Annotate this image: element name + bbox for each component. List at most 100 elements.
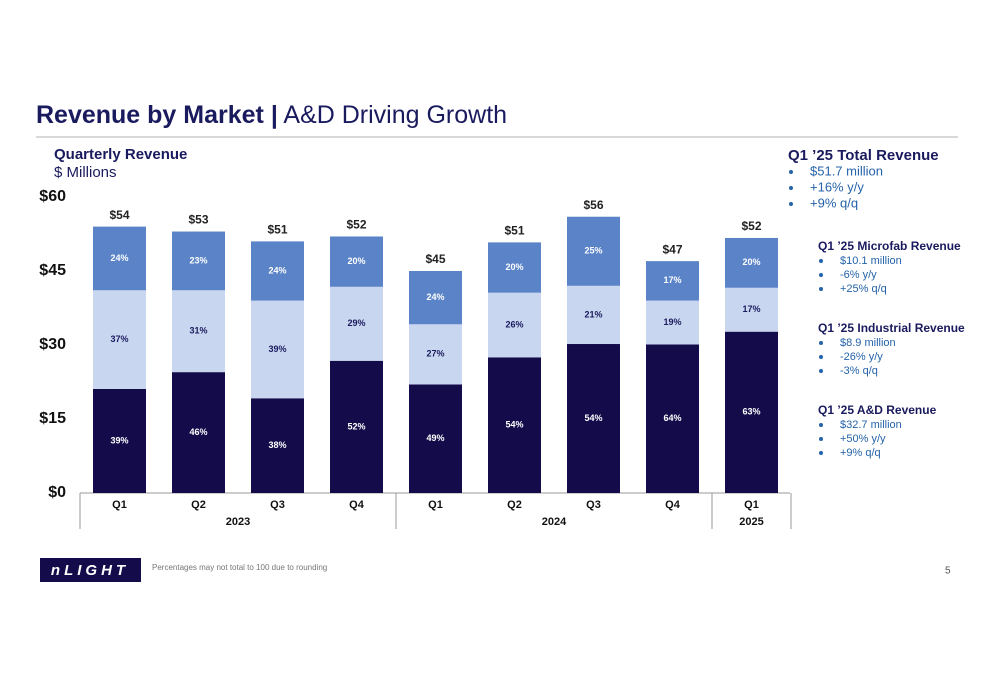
panel-item: +25% q/q [840, 283, 887, 295]
segment-percent: 20% [742, 257, 760, 267]
segment-percent: 63% [742, 407, 760, 417]
x-tick-label: Q3 [270, 499, 285, 511]
bar-segment [409, 271, 462, 325]
x-group-label: 2024 [542, 516, 567, 528]
segment-percent: 29% [347, 318, 365, 328]
bar-segment [93, 388, 146, 493]
segment-percent: 24% [268, 265, 286, 275]
bullet [819, 423, 823, 427]
segment-percent: 52% [347, 421, 365, 431]
total-label: $51 [267, 223, 287, 237]
bullet [789, 186, 793, 190]
bar-segment [409, 324, 462, 385]
y-tick-label: $60 [39, 188, 66, 205]
bar-segment [567, 344, 620, 493]
bar-segment [251, 398, 304, 493]
title-rest: A&D Driving Growth [283, 101, 507, 129]
x-tick-label: Q4 [665, 499, 681, 511]
bullet [819, 369, 823, 373]
bar-segment [646, 261, 699, 301]
bar-segment [488, 292, 541, 358]
bar-segment [330, 360, 383, 493]
bar-segment [93, 290, 146, 389]
x-group-label: 2023 [226, 516, 250, 528]
segment-percent: 20% [347, 256, 365, 266]
bar-segment [567, 216, 620, 286]
x-tick-label: Q2 [507, 499, 522, 511]
bar-segment [251, 241, 304, 301]
x-tick-label: Q1 [428, 499, 443, 511]
bar-segment [646, 300, 699, 345]
bar-segment [172, 231, 225, 291]
bullet [819, 287, 823, 291]
segment-percent: 39% [268, 344, 286, 354]
bullet [819, 341, 823, 345]
panel-title: Q1 ’25 Total Revenue [788, 147, 939, 164]
total-label: $47 [662, 242, 682, 256]
slide-title: Revenue by Market | A&D Driving Growth [36, 101, 507, 129]
segment-percent: 23% [189, 255, 207, 265]
panel-item: $8.9 million [840, 337, 896, 349]
x-tick-label: Q3 [586, 499, 601, 511]
x-group-label: 2025 [739, 516, 763, 528]
segment-percent: 64% [663, 413, 681, 423]
panel-title: Q1 ’25 Microfab Revenue [818, 239, 961, 253]
bullet [819, 451, 823, 455]
total-label: $54 [109, 208, 129, 222]
bullet [819, 273, 823, 277]
panel-item: +9% q/q [810, 195, 858, 210]
x-tick-label: Q2 [191, 499, 206, 511]
segment-percent: 27% [426, 349, 444, 359]
panel-item: -26% y/y [840, 351, 883, 363]
bar-segment [725, 237, 778, 288]
segment-percent: 54% [584, 413, 602, 423]
y-tick-label: $30 [39, 336, 66, 353]
segment-percent: 37% [110, 334, 128, 344]
segment-percent: 38% [268, 440, 286, 450]
bar-segment [567, 285, 620, 345]
segment-percent: 31% [189, 326, 207, 336]
logo: nLIGHT [51, 562, 129, 579]
segment-percent: 46% [189, 427, 207, 437]
bar-segment [409, 384, 462, 493]
y-tick-label: $0 [48, 484, 66, 501]
segment-percent: 17% [742, 304, 760, 314]
total-label: $56 [583, 198, 603, 212]
total-label: $51 [504, 224, 524, 238]
total-label: $45 [425, 252, 445, 266]
chart-title: Quarterly Revenue [54, 146, 187, 163]
segment-percent: 25% [584, 246, 602, 256]
bar-segment [488, 357, 541, 493]
bar-segment [725, 287, 778, 332]
panel-item: -3% q/q [840, 365, 878, 377]
panel-item: +16% y/y [810, 179, 864, 194]
bar-segment [251, 300, 304, 399]
panel-item: +50% y/y [840, 433, 886, 445]
bullet [819, 437, 823, 441]
segment-percent: 26% [505, 319, 523, 329]
panel-title: Q1 ’25 Industrial Revenue [818, 321, 965, 335]
bar-segment [330, 286, 383, 361]
bar-segment [172, 372, 225, 493]
segment-percent: 20% [505, 262, 523, 272]
x-tick-label: Q1 [112, 499, 127, 511]
segment-percent: 24% [426, 292, 444, 302]
total-label: $52 [741, 219, 761, 233]
panel-item: $32.7 million [840, 419, 902, 431]
panel-title: Q1 ’25 A&D Revenue [818, 403, 937, 417]
bar-segment [93, 226, 146, 291]
bar-segment [725, 331, 778, 493]
x-tick-label: Q4 [349, 499, 365, 511]
total-label: $53 [188, 213, 208, 227]
bullet [819, 259, 823, 263]
y-tick-label: $45 [39, 262, 66, 279]
footnote: Percentages may not total to 100 due to … [152, 563, 327, 572]
y-tick-label: $15 [39, 410, 66, 427]
panel-item: -6% y/y [840, 269, 877, 281]
bullet [789, 170, 793, 174]
x-tick-label: Q1 [744, 499, 759, 511]
bar-segment [172, 290, 225, 373]
bar-segment [330, 236, 383, 287]
